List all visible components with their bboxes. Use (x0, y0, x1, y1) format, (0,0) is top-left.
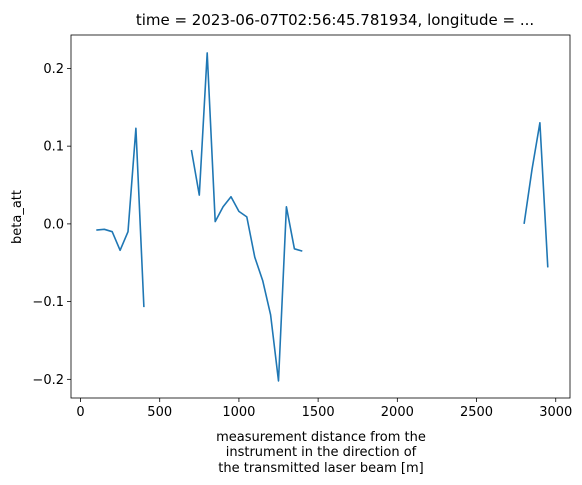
x-axis-label-line-2: instrument in the direction of (226, 445, 417, 460)
x-axis-label-line-3: the transmitted laser beam [m] (218, 461, 423, 476)
x-axis-label-line-1: measurement distance from the (216, 430, 426, 445)
y-tick-label: 0.1 (43, 140, 64, 155)
y-tick-label: −0.2 (32, 373, 64, 388)
y-tick-label: 0.2 (43, 62, 64, 77)
x-tick-label: 3000 (539, 405, 572, 420)
series-segment-3 (523, 122, 549, 268)
series-segment-1 (96, 127, 145, 308)
x-tick-label: 2500 (460, 405, 493, 420)
plot-frame (70, 34, 571, 399)
y-tick-label: −0.1 (32, 295, 64, 310)
x-tick-label: 1000 (222, 405, 255, 420)
chart-title: time = 2023-06-07T02:56:45.781934, longi… (136, 11, 534, 29)
x-tick-label: 1500 (302, 405, 335, 420)
y-tick-label: 0.0 (43, 217, 64, 232)
x-tick-label: 2000 (381, 405, 414, 420)
y-axis: −0.2 −0.1 0.0 0.1 0.2 (32, 62, 71, 388)
x-tick-label: 0 (76, 405, 84, 420)
y-axis-label: beta_att (10, 190, 25, 244)
x-axis: 0 500 1000 1500 2000 2500 3000 (76, 398, 572, 420)
series-segment-2 (190, 52, 303, 382)
x-tick-label: 500 (147, 405, 172, 420)
plot-lines (96, 52, 549, 382)
